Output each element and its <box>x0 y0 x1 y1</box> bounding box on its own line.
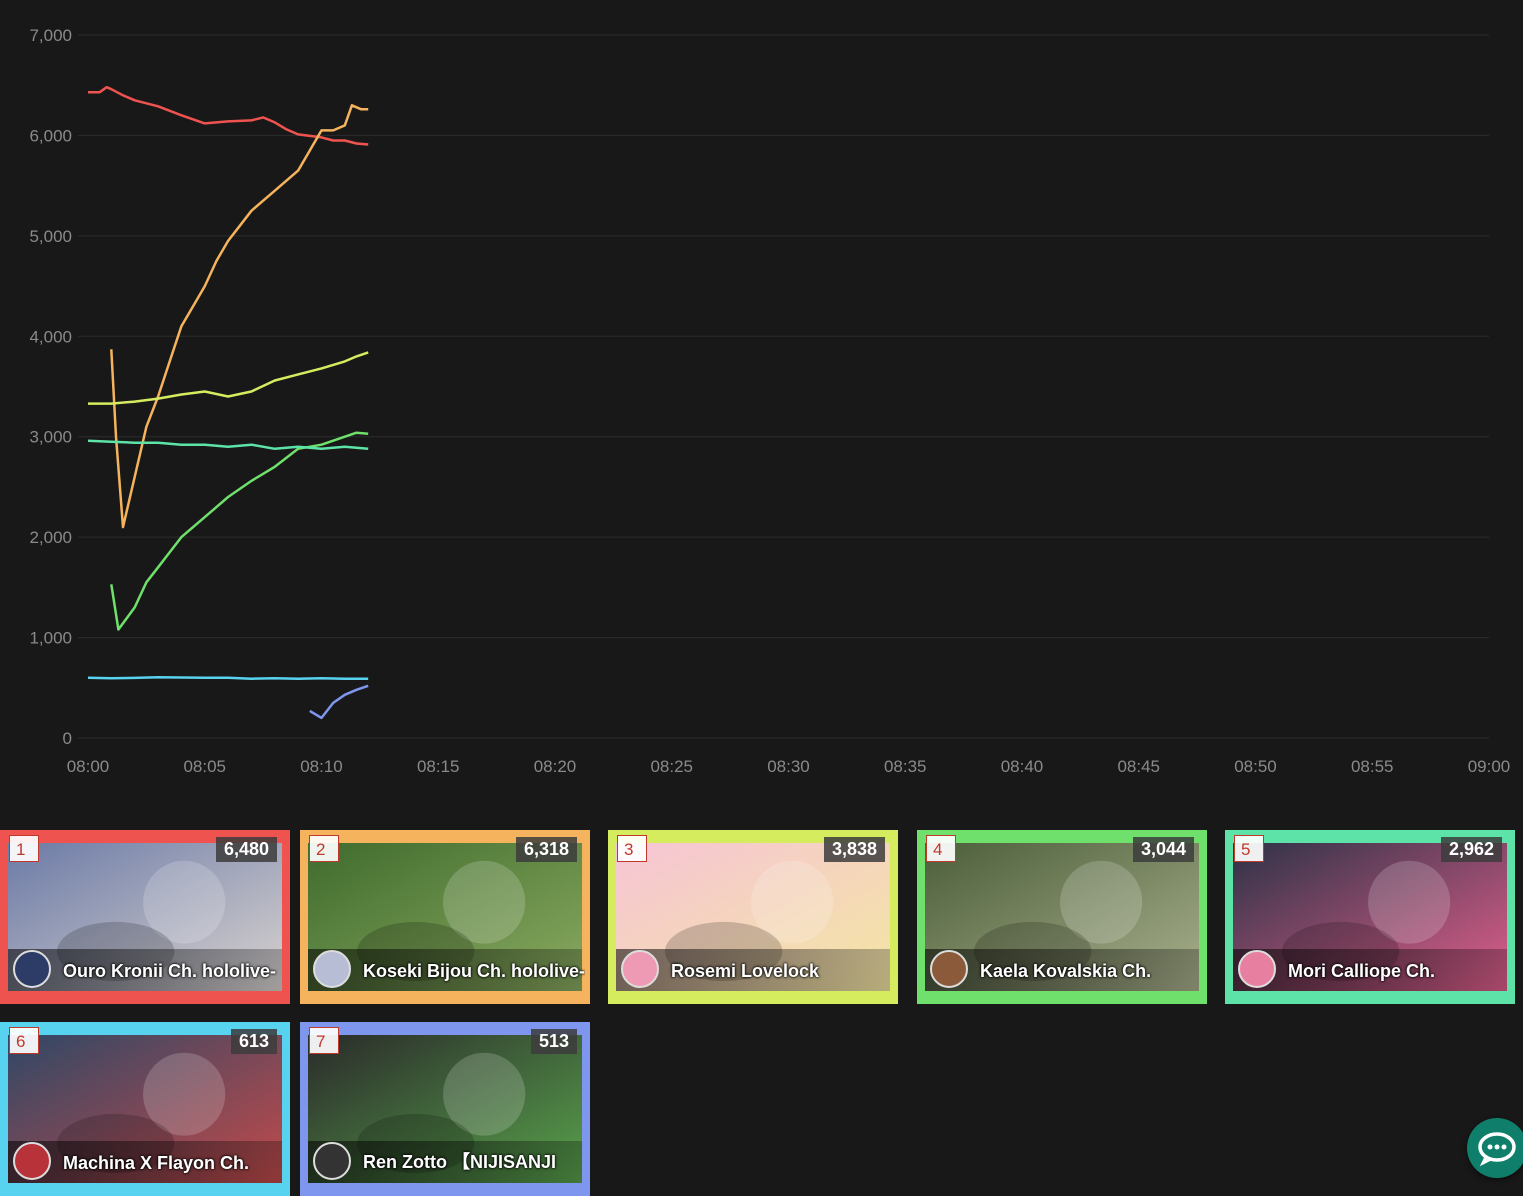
name-bar <box>8 949 282 991</box>
name-bar <box>8 1141 282 1183</box>
viewer-count: 6,318 <box>515 837 577 862</box>
viewer-chart: 0 1,000 2,000 3,000 4,000 5,000 6,000 7,000 08:… <box>29 26 1511 776</box>
y-tick-label: 7,000 <box>29 26 72 45</box>
stream-card[interactable]: 3 3,838 Rosemi Lovelock <box>608 830 898 1004</box>
rank-badge: 6 <box>9 1027 39 1054</box>
stream-card[interactable]: 5 2,962 Mori Calliope Ch. <box>1225 830 1515 1004</box>
x-tick-label: 08:15 <box>417 757 460 776</box>
x-tick-label: 08:10 <box>300 757 343 776</box>
y-axis: 0 1,000 2,000 3,000 4,000 5,000 6,000 7,000 <box>29 26 72 748</box>
avatar <box>1238 950 1276 988</box>
series-line-3 <box>88 351 369 405</box>
rank-badge: 3 <box>617 835 647 862</box>
x-tick-label: 08:00 <box>67 757 110 776</box>
avatar <box>621 950 659 988</box>
name-bar <box>616 949 890 991</box>
y-tick-label: 4,000 <box>29 327 72 346</box>
avatar <box>13 1142 51 1180</box>
stream-card[interactable]: 7 513 Ren Zotto 【NIJISANJI <box>300 1022 590 1196</box>
name-bar <box>925 949 1199 991</box>
viewer-count: 6,480 <box>215 837 277 862</box>
channel-name: Machina X Flayon Ch. <box>63 1153 250 1173</box>
stream-card[interactable]: 4 3,044 Kaela Kovalskia Ch. <box>917 830 1207 1004</box>
channel-name: Kaela Kovalskia Ch. <box>980 961 1152 981</box>
series-line-5 <box>87 439 369 451</box>
y-tick-label: 3,000 <box>29 428 72 447</box>
y-tick-label: 0 <box>63 729 72 748</box>
rank-badge: 5 <box>1234 835 1264 862</box>
avatar <box>930 950 968 988</box>
rank-badge: 1 <box>9 835 39 862</box>
channel-name: Ren Zotto 【NIJISANJI <box>363 1152 557 1172</box>
x-tick-label: 08:40 <box>1001 757 1044 776</box>
stream-card[interactable]: 2 6,318 Koseki Bijou Ch. hololive- <box>300 830 590 1004</box>
name-bar <box>1233 949 1507 991</box>
name-bar <box>308 1141 582 1183</box>
chart-series <box>87 85 369 720</box>
x-tick-label: 08:50 <box>1234 757 1277 776</box>
chat-bubble-icon <box>1478 1132 1516 1167</box>
avatar <box>13 950 51 988</box>
viewer-count: 3,044 <box>1132 837 1194 862</box>
rank-badge: 7 <box>309 1027 339 1054</box>
viewer-count: 3,838 <box>823 837 885 862</box>
channel-name: Rosemi Lovelock <box>671 961 820 981</box>
x-tick-label: 08:35 <box>884 757 927 776</box>
channel-name: Mori Calliope Ch. <box>1288 961 1436 981</box>
x-tick-label: 08:20 <box>534 757 577 776</box>
channel-name: Ouro Kronii Ch. hololive- <box>63 961 276 981</box>
x-axis: 08:00 08:05 08:10 08:15 08:20 08:25 08:30 08:35… <box>67 757 1511 776</box>
x-tick-label: 08:30 <box>767 757 810 776</box>
y-tick-label: 1,000 <box>29 629 72 648</box>
viewer-count: 2,962 <box>1440 837 1502 862</box>
y-tick-label: 2,000 <box>29 528 72 547</box>
series-line-2 <box>110 104 369 529</box>
series-line-1 <box>88 85 369 146</box>
x-tick-label: 08:25 <box>650 757 693 776</box>
rank-badge: 4 <box>926 835 956 862</box>
chat-button[interactable] <box>1467 1118 1523 1178</box>
x-tick-label: 08:55 <box>1351 757 1394 776</box>
series-line-6 <box>87 675 369 680</box>
avatar <box>313 1142 351 1180</box>
x-tick-label: 08:05 <box>183 757 226 776</box>
chart-grid <box>78 34 1489 739</box>
viewer-count: 613 <box>230 1029 277 1054</box>
stream-card[interactable]: 6 613 Machina X Flayon Ch. <box>0 1022 290 1196</box>
x-tick-label: 09:00 <box>1468 757 1511 776</box>
channel-name: Koseki Bijou Ch. hololive- <box>363 961 586 981</box>
series-line-7 <box>309 684 369 720</box>
viewer-count: 513 <box>530 1029 577 1054</box>
y-tick-label: 6,000 <box>29 126 72 145</box>
y-tick-label: 5,000 <box>29 227 72 246</box>
avatar <box>313 950 351 988</box>
x-tick-label: 08:45 <box>1117 757 1160 776</box>
stream-card[interactable]: 1 6,480 Ouro Kronii Ch. hololive- <box>0 830 290 1004</box>
series-line-4 <box>110 431 369 631</box>
rank-badge: 2 <box>309 835 339 862</box>
name-bar <box>308 949 582 991</box>
